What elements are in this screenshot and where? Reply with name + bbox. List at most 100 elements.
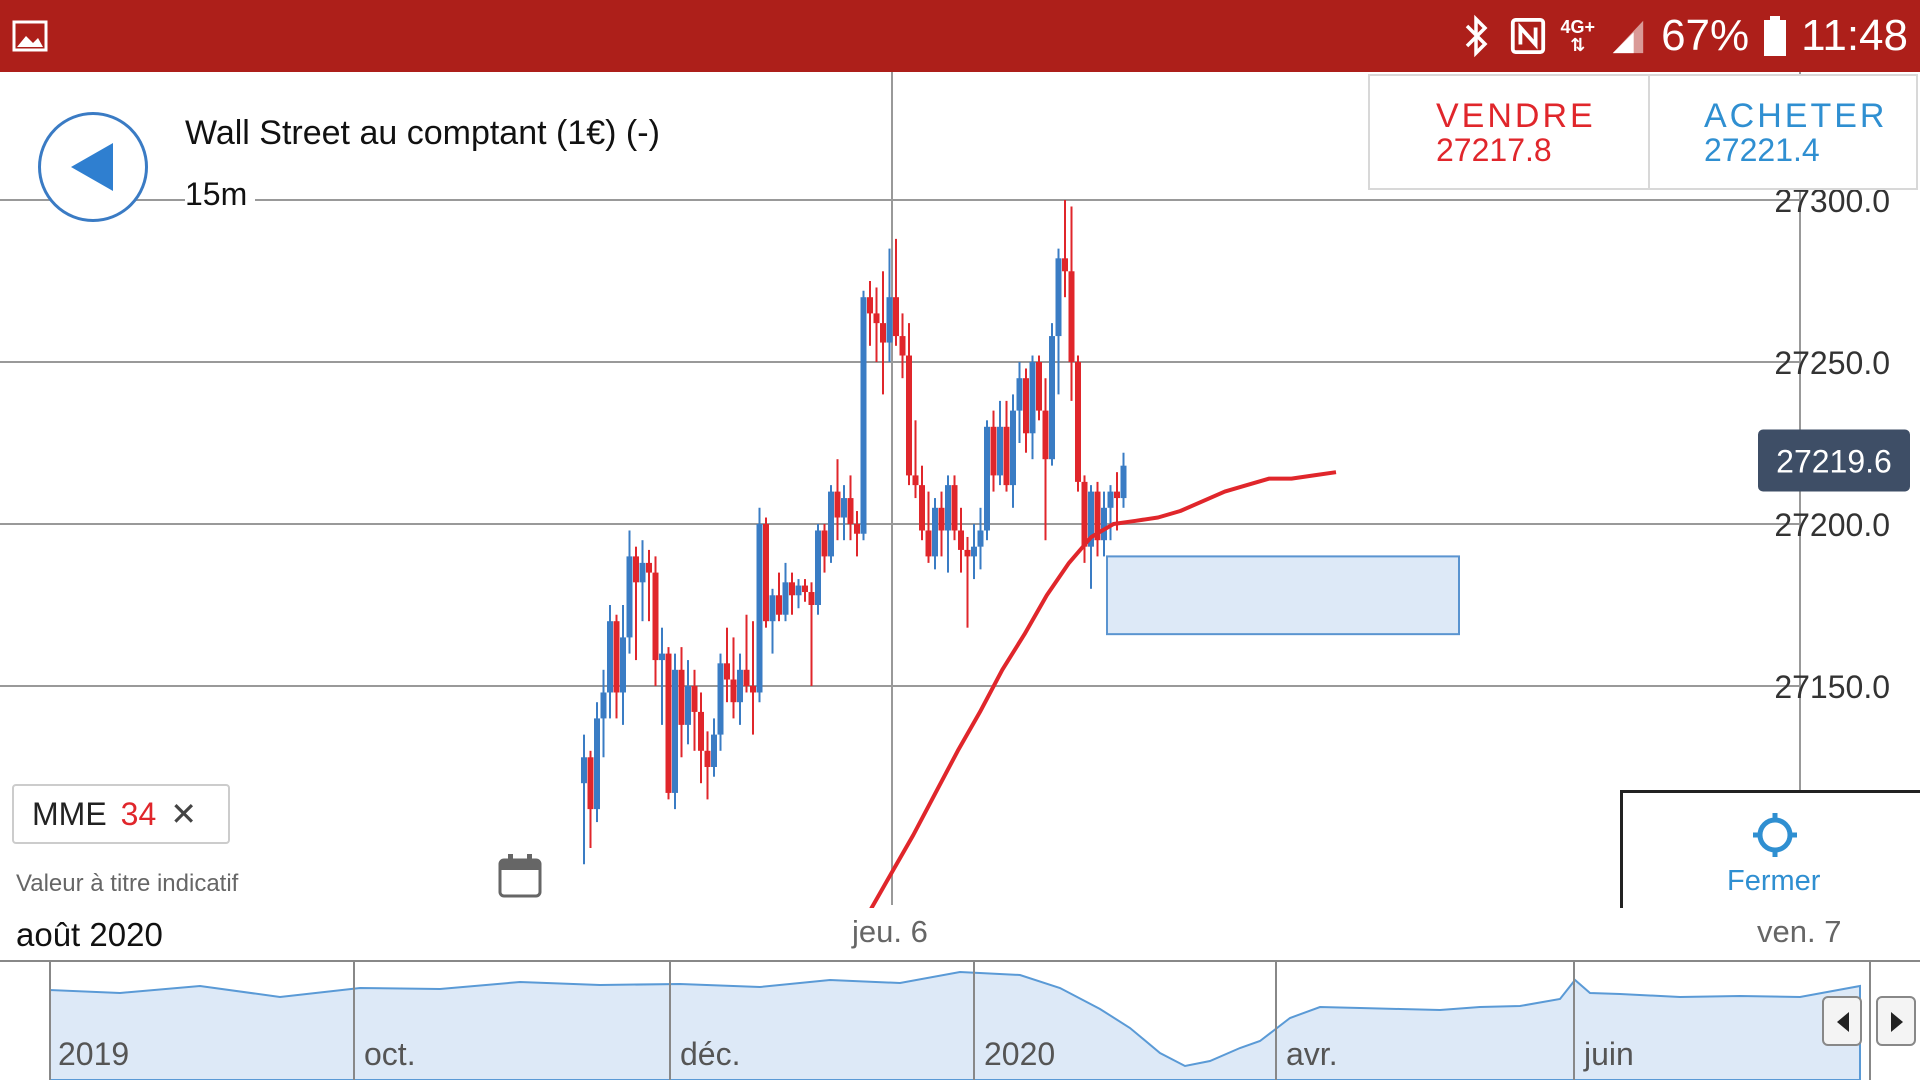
candle bbox=[990, 410, 997, 492]
candle bbox=[1016, 362, 1023, 443]
candle bbox=[1042, 378, 1049, 541]
candle-body bbox=[834, 491, 841, 518]
navigator-chart[interactable] bbox=[0, 960, 1920, 1080]
candle-body bbox=[912, 475, 919, 486]
candle-body bbox=[698, 711, 704, 751]
candle bbox=[938, 491, 945, 557]
candle bbox=[665, 647, 672, 800]
candle-body bbox=[743, 669, 750, 686]
candle bbox=[1094, 481, 1101, 557]
candle-body bbox=[1107, 491, 1114, 508]
candle bbox=[834, 459, 841, 541]
candle-body bbox=[737, 669, 743, 703]
candle-body bbox=[847, 498, 854, 524]
close-position-button[interactable]: Fermer bbox=[1620, 790, 1920, 908]
candle-body bbox=[1016, 378, 1023, 411]
candle bbox=[782, 562, 789, 622]
candle-body bbox=[1029, 362, 1036, 434]
candle bbox=[808, 582, 815, 686]
candle-body bbox=[1042, 410, 1049, 460]
candle bbox=[639, 540, 646, 622]
candle bbox=[1068, 206, 1075, 401]
calendar-icon[interactable] bbox=[496, 852, 544, 900]
candle-body bbox=[841, 498, 847, 518]
candle bbox=[1120, 452, 1127, 508]
sell-button[interactable]: VENDRE 27217.8 bbox=[1370, 76, 1648, 188]
candle bbox=[964, 536, 971, 628]
y-tick-label: 27250.0 bbox=[1774, 345, 1890, 381]
battery-icon bbox=[1764, 16, 1787, 56]
candle bbox=[919, 465, 925, 541]
candle-body bbox=[1049, 336, 1055, 460]
candle bbox=[873, 287, 880, 362]
candle-body bbox=[1010, 410, 1016, 486]
candle bbox=[821, 524, 828, 573]
candle-body bbox=[951, 485, 958, 531]
navigator-right-button[interactable] bbox=[1876, 996, 1916, 1046]
candle-body bbox=[938, 507, 945, 531]
nfc-icon bbox=[1510, 17, 1545, 55]
candle bbox=[626, 530, 633, 654]
candle bbox=[925, 491, 932, 563]
remove-indicator-icon[interactable]: ✕ bbox=[170, 796, 198, 832]
candle bbox=[951, 475, 958, 541]
candle bbox=[737, 653, 743, 725]
buy-button[interactable]: ACHETER 27221.4 bbox=[1648, 76, 1916, 188]
candle-body bbox=[1088, 491, 1094, 547]
y-tick-label: 27150.0 bbox=[1774, 669, 1890, 705]
candle bbox=[958, 507, 964, 573]
current-price-label: 27219.6 bbox=[1776, 443, 1892, 479]
ema-line bbox=[869, 470, 1337, 908]
bluetooth-icon bbox=[1465, 14, 1488, 58]
candle-body bbox=[633, 556, 639, 583]
candle bbox=[730, 637, 737, 719]
candle-body bbox=[763, 524, 769, 622]
candle bbox=[587, 750, 594, 848]
candle-body bbox=[828, 491, 834, 557]
indicative-note: Valeur à titre indicatif bbox=[16, 870, 239, 897]
candle-body bbox=[769, 595, 776, 622]
candle bbox=[581, 734, 587, 865]
candle bbox=[802, 579, 808, 602]
candle bbox=[763, 517, 769, 628]
candle bbox=[977, 507, 984, 570]
period-label: août 2020 bbox=[0, 912, 180, 958]
candle bbox=[698, 692, 704, 784]
candle bbox=[594, 702, 600, 823]
candle-body bbox=[997, 426, 1003, 476]
candle bbox=[1029, 355, 1036, 460]
navigator-left-button[interactable] bbox=[1822, 996, 1862, 1046]
candle bbox=[1055, 248, 1062, 395]
candle bbox=[1036, 355, 1042, 421]
back-button[interactable] bbox=[38, 112, 148, 222]
candle bbox=[652, 556, 659, 686]
candle-body bbox=[1120, 465, 1127, 499]
candle-body bbox=[932, 507, 938, 557]
instrument-title: Wall Street au comptant (1€) (-) bbox=[185, 114, 660, 152]
timeframe-label[interactable]: 15m bbox=[185, 176, 256, 213]
x-label-friday: ven. 7 bbox=[1757, 914, 1842, 949]
candle-body bbox=[1068, 271, 1075, 362]
candle-body bbox=[691, 686, 698, 712]
candle-body bbox=[704, 750, 711, 767]
candle bbox=[906, 323, 912, 486]
candle bbox=[945, 475, 951, 573]
candle bbox=[756, 507, 763, 703]
candle-body bbox=[665, 653, 672, 793]
candle bbox=[672, 653, 678, 810]
candle-body bbox=[652, 572, 659, 661]
candle-body bbox=[730, 679, 737, 703]
crosshair-icon bbox=[1753, 813, 1797, 857]
candle-body bbox=[782, 582, 789, 615]
candle bbox=[795, 579, 802, 609]
candle-body bbox=[815, 530, 821, 605]
candle-body bbox=[860, 297, 867, 534]
back-arrow-icon bbox=[71, 143, 113, 191]
navigator-label-apr: avr. bbox=[1286, 1036, 1338, 1072]
indicator-chip[interactable]: MME 34 ✕ bbox=[12, 784, 230, 844]
navigator-label-oct: oct. bbox=[364, 1036, 416, 1072]
ema-polyline bbox=[869, 470, 1337, 908]
candle-body bbox=[880, 323, 886, 343]
candle-body bbox=[750, 686, 756, 693]
